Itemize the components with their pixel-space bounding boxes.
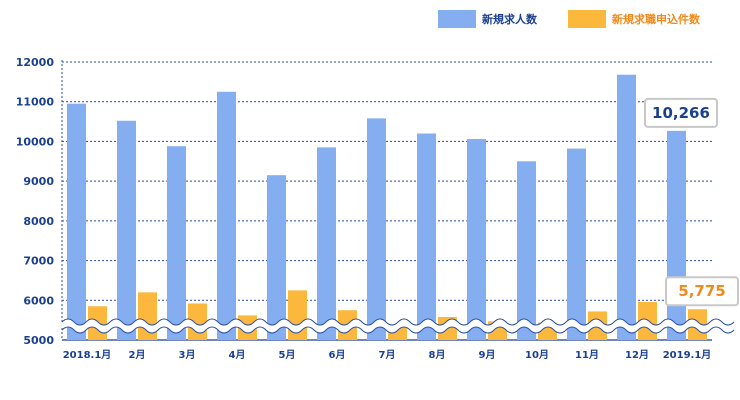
y-tick-label: 10000 bbox=[16, 135, 55, 148]
bar-job-openings bbox=[567, 148, 586, 340]
y-tick-label: 12000 bbox=[16, 56, 55, 69]
x-tick-label: 6月 bbox=[329, 349, 346, 361]
x-tick-label: 7月 bbox=[379, 349, 396, 361]
bar-job-openings bbox=[117, 120, 136, 340]
x-tick-label: 12月 bbox=[625, 349, 649, 361]
y-tick-label: 7000 bbox=[23, 255, 54, 268]
y-tick-label: 5000 bbox=[23, 334, 54, 347]
callout-label: 5,775 bbox=[678, 282, 725, 300]
x-tick-label: 4月 bbox=[229, 349, 246, 361]
axis-break-line-bottom bbox=[61, 326, 735, 334]
bar-job-openings bbox=[267, 175, 286, 340]
x-tick-label: 2018.1月 bbox=[63, 349, 112, 361]
x-tick-label: 10月 bbox=[525, 349, 549, 361]
x-tick-label: 2月 bbox=[129, 349, 146, 361]
bar-job-openings bbox=[417, 133, 436, 340]
bar-job-openings bbox=[367, 118, 386, 340]
bar-job-openings bbox=[667, 130, 686, 340]
callout-label: 10,266 bbox=[652, 104, 710, 122]
x-tick-label: 5月 bbox=[279, 349, 296, 361]
legend-swatch bbox=[568, 10, 606, 28]
legend-label: 新規求職申込件数 bbox=[612, 12, 701, 26]
legend-label: 新規求人数 bbox=[482, 12, 538, 26]
axis-break-line-top bbox=[61, 318, 735, 326]
x-tick-label: 9月 bbox=[479, 349, 496, 361]
x-tick-label: 11月 bbox=[575, 349, 599, 361]
bar-job-openings bbox=[617, 74, 636, 341]
x-tick-label: 8月 bbox=[429, 349, 446, 361]
legend-swatch bbox=[438, 10, 476, 28]
bar-job-openings bbox=[317, 147, 336, 340]
callout-box bbox=[665, 276, 739, 307]
x-tick-label: 2019.1月 bbox=[663, 349, 712, 361]
callout-box bbox=[644, 97, 718, 128]
bar-job-openings bbox=[517, 161, 536, 340]
y-tick-label: 9000 bbox=[23, 175, 54, 188]
bar-job-openings bbox=[467, 139, 486, 340]
axis-break-band bbox=[59, 319, 737, 333]
y-tick-label: 6000 bbox=[23, 294, 54, 307]
y-tick-label: 8000 bbox=[23, 215, 54, 228]
y-tick-label: 11000 bbox=[16, 96, 55, 109]
bar-job-openings bbox=[217, 91, 236, 341]
x-tick-label: 3月 bbox=[179, 349, 196, 361]
bar-job-openings bbox=[167, 146, 186, 340]
bar-job-openings bbox=[67, 103, 86, 340]
